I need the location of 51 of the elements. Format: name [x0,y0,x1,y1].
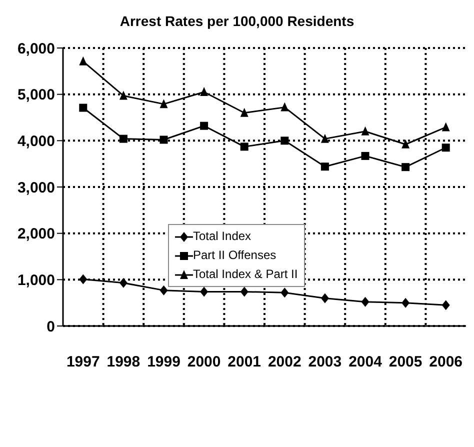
point [361,126,370,136]
point [320,134,329,143]
y-tick-label: 1,000 [17,272,55,289]
x-tick-label: 2002 [268,354,302,371]
x-tick-label: 2004 [348,354,383,371]
legend-label: Total Index & Part II [193,266,298,283]
point [280,288,289,298]
point [200,122,208,130]
y-tick-label: 3,000 [17,179,55,196]
point [442,144,450,152]
point [119,134,128,143]
y-tick-label: 6,000 [17,40,55,58]
legend-label: Total Index [193,228,252,245]
point [442,300,450,310]
point [402,139,410,148]
x-tick-label: 1997 [66,354,100,371]
point [361,296,370,307]
x-tick-label: 1998 [106,354,140,371]
y-tick-label: 0 [46,318,55,336]
point [280,136,289,145]
point [240,286,248,297]
point [240,142,248,151]
point [160,285,168,296]
point [402,163,410,172]
point [320,162,329,171]
y-tick-label: 5,000 [17,86,55,104]
point [240,108,248,117]
point [361,152,370,160]
point [79,104,88,112]
point [79,274,88,284]
point [200,87,208,96]
legend-label: Part II Offenses [193,247,276,264]
point [280,102,289,112]
x-tick-label: 2005 [388,354,422,371]
point [119,278,128,288]
y-tick-label: 2,000 [17,226,55,243]
point [442,122,450,132]
point [119,90,128,100]
x-tick-label: 2006 [429,354,463,371]
y-tick-label: 4,000 [17,132,55,150]
point [402,298,410,308]
chart-title: Arrest Rates per 100,000 Residents [118,12,356,31]
x-tick-label: 2001 [228,354,262,371]
point [200,286,208,297]
point [160,99,168,108]
x-tick-label: 1999 [147,354,180,371]
point [79,56,88,66]
point [160,136,168,144]
point [320,293,329,304]
x-tick-label: 2000 [187,354,221,371]
x-tick-label: 2003 [308,354,342,371]
